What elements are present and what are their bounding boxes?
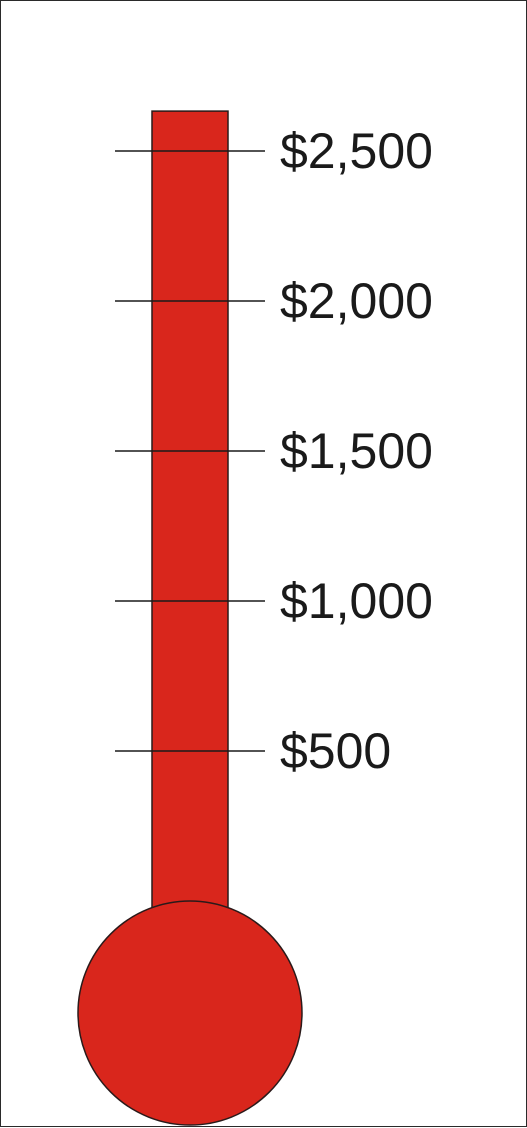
tick-label-500: $500 — [280, 723, 391, 779]
tick-label-2500: $2,500 — [280, 123, 433, 179]
thermometer-tube — [151, 110, 229, 974]
tick-label-2000: $2,000 — [280, 273, 433, 329]
tick-label-1500: $1,500 — [280, 423, 433, 479]
thermometer-bulb — [77, 900, 303, 1126]
tick-group: $2,500 $2,000 $1,500 $1,000 $500 — [115, 123, 433, 779]
tick-label-1000: $1,000 — [280, 573, 433, 629]
